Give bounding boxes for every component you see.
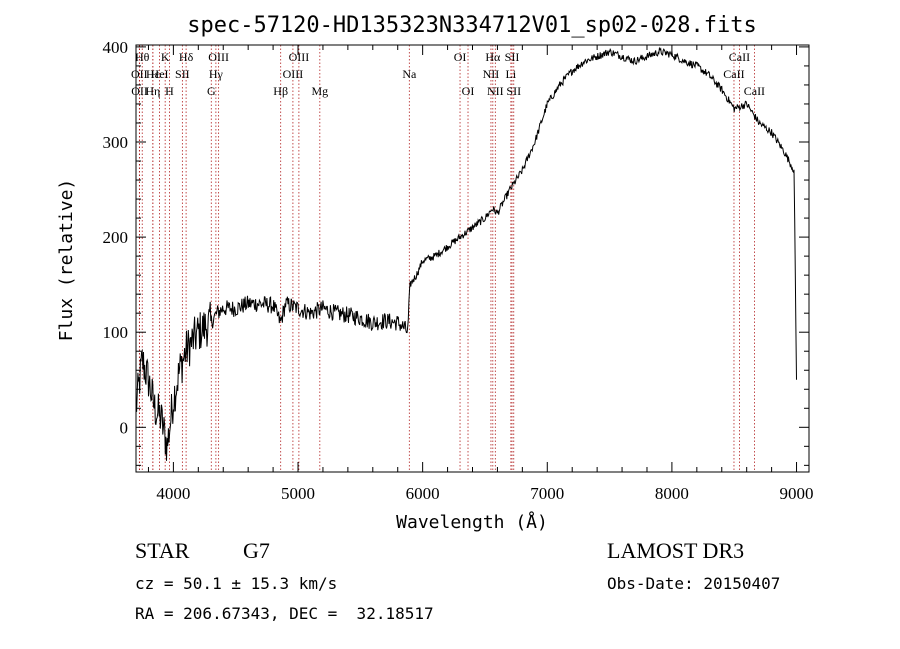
marker-label-oi: OI [462, 84, 475, 98]
redshift-value: cz = 50.1 ± 15.3 km/s [135, 574, 338, 593]
object-type: STAR [135, 538, 190, 563]
marker-label-hei: HeI [151, 67, 169, 81]
x-axis-ticks: 4000 5000 6000 7000 8000 9000 [147, 45, 814, 503]
marker-label-mg: Mg [311, 84, 328, 98]
x-tick-label: 6000 [406, 484, 440, 503]
marker-label-hγ: Hγ [209, 67, 224, 81]
chart-title: spec-57120-HD135323N334712V01_sp02-028.f… [187, 13, 757, 38]
marker-label-oi: OI [454, 50, 467, 64]
observation-date: Obs-Date: 20150407 [607, 574, 781, 593]
marker-label-g: G [207, 84, 216, 98]
object-subclass: G7 [243, 538, 270, 563]
marker-label-oiii: OIII [208, 50, 229, 64]
survey-name: LAMOST DR3 [607, 538, 745, 563]
marker-label-na: Na [402, 67, 417, 81]
marker-lines [138, 45, 755, 472]
x-tick-label: 4000 [156, 484, 190, 503]
y-tick-label: 200 [103, 228, 129, 247]
marker-label-hδ: Hδ [179, 50, 194, 64]
marker-label-oii: OII [131, 84, 148, 98]
marker-label-sii: SII [505, 50, 520, 64]
marker-label-caii: CaII [744, 84, 765, 98]
x-tick-label: 5000 [281, 484, 315, 503]
x-tick-label: 8000 [655, 484, 689, 503]
marker-label-oii: OII [131, 67, 148, 81]
marker-label-caii: CaII [723, 67, 744, 81]
marker-label-oiii: OIII [289, 50, 310, 64]
marker-label-hβ: Hβ [273, 84, 288, 98]
marker-label-hα: Hα [485, 50, 501, 64]
marker-label-hη: Hη [145, 84, 160, 98]
coordinates: RA = 206.67343, DEC = 32.18517 [135, 604, 434, 623]
marker-label-sii: SII [506, 84, 521, 98]
marker-label-nii: NII [483, 67, 500, 81]
marker-label-hε: Hε [146, 67, 160, 81]
x-axis-label: Wavelength (Å) [396, 511, 548, 533]
y-tick-label: 300 [103, 133, 129, 152]
marker-labels: HθOIIOIIHεHηHeIKHSIIHδGHγOIIIHβOIIIOIIIM… [131, 50, 765, 98]
marker-label-li: Li [506, 67, 517, 81]
y-tick-label: 100 [103, 323, 129, 342]
x-tick-label: 9000 [780, 484, 814, 503]
marker-label-caii: CaII [729, 50, 750, 64]
y-axis-ticks: 0 100 200 300 400 [103, 38, 809, 466]
y-tick-label: 0 [120, 418, 129, 437]
x-tick-label: 7000 [530, 484, 564, 503]
marker-label-hθ: Hθ [135, 50, 150, 64]
y-axis-label: Flux (relative) [56, 179, 77, 342]
plot-frame [135, 44, 810, 473]
marker-label-sii: SII [175, 67, 190, 81]
marker-label-oiii: OIII [283, 67, 304, 81]
y-tick-label: 400 [103, 38, 129, 57]
spectrum-line [135, 46, 797, 461]
marker-label-nii: NII [487, 84, 504, 98]
marker-label-k: K [161, 50, 170, 64]
marker-label-h: H [165, 84, 174, 98]
